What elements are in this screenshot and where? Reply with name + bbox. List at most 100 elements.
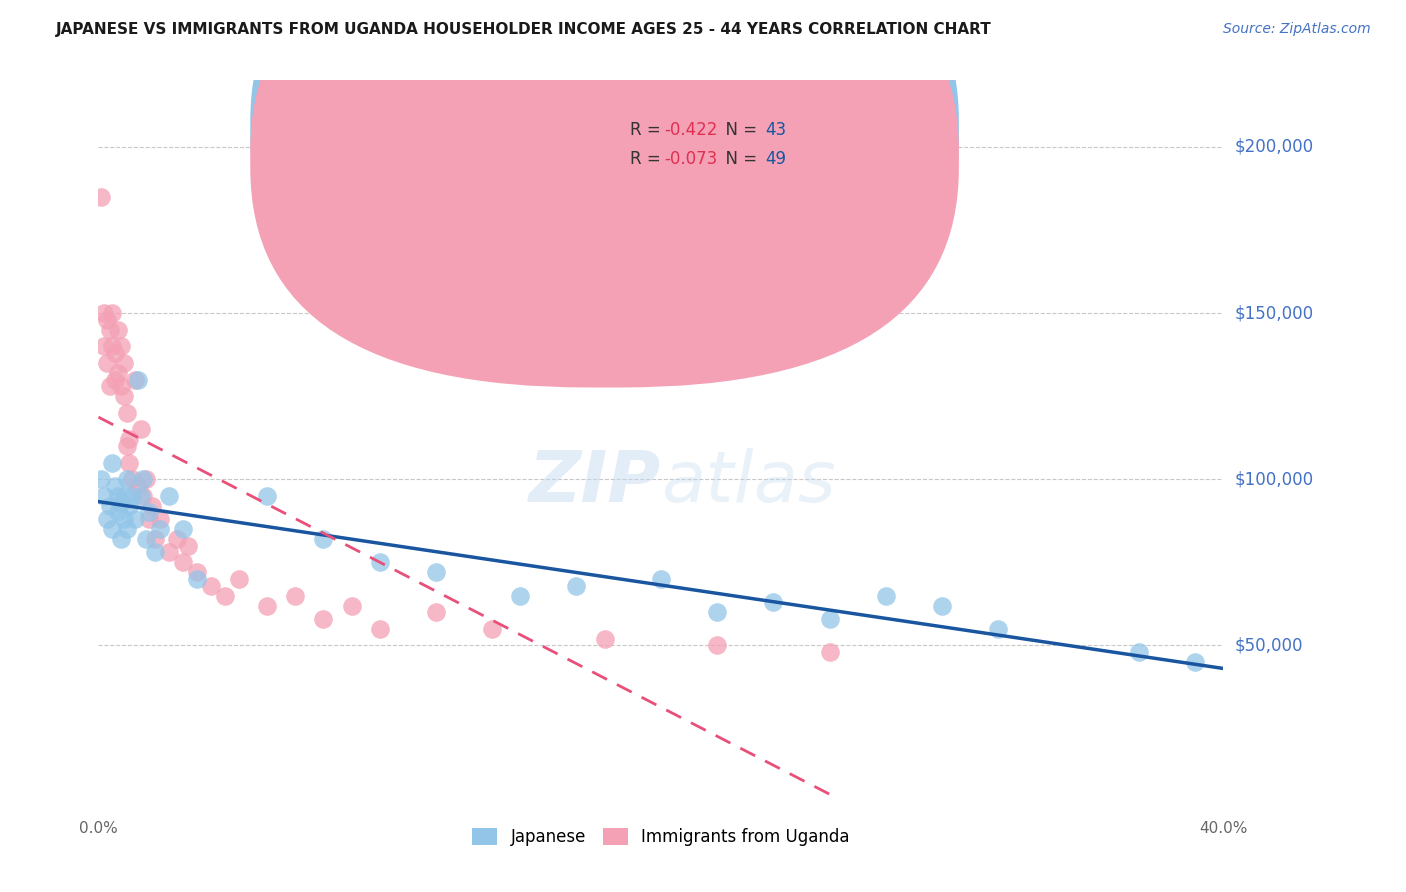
- Point: [124, 372, 146, 386]
- Point: [706, 605, 728, 619]
- Point: [96, 512, 118, 526]
- Point: [138, 512, 160, 526]
- Point: [110, 532, 132, 546]
- Point: [104, 479, 127, 493]
- Point: [98, 323, 121, 337]
- FancyBboxPatch shape: [250, 0, 959, 387]
- Point: [110, 379, 132, 393]
- Point: [931, 599, 953, 613]
- Point: [124, 512, 146, 526]
- Point: [135, 472, 157, 486]
- FancyBboxPatch shape: [560, 99, 830, 186]
- Point: [149, 522, 172, 536]
- Point: [121, 472, 143, 486]
- Point: [149, 512, 172, 526]
- Point: [107, 506, 129, 520]
- Point: [107, 366, 129, 380]
- Point: [256, 489, 278, 503]
- Point: [818, 612, 841, 626]
- Point: [107, 323, 129, 337]
- Text: $200,000: $200,000: [1234, 137, 1313, 156]
- Point: [143, 545, 166, 559]
- Text: Source: ZipAtlas.com: Source: ZipAtlas.com: [1223, 22, 1371, 37]
- Text: -0.073: -0.073: [664, 150, 717, 169]
- Point: [96, 312, 118, 326]
- Text: JAPANESE VS IMMIGRANTS FROM UGANDA HOUSEHOLDER INCOME AGES 25 - 44 YEARS CORRELA: JAPANESE VS IMMIGRANTS FROM UGANDA HOUSE…: [56, 22, 993, 37]
- Point: [129, 489, 152, 503]
- Point: [143, 532, 166, 546]
- Point: [121, 489, 143, 503]
- Point: [1128, 645, 1150, 659]
- Point: [818, 645, 841, 659]
- Text: $50,000: $50,000: [1234, 637, 1303, 655]
- Point: [166, 532, 188, 546]
- Point: [101, 456, 124, 470]
- Legend: Japanese, Immigrants from Uganda: Japanese, Immigrants from Uganda: [464, 820, 858, 855]
- Point: [118, 433, 141, 447]
- Point: [565, 579, 588, 593]
- Point: [987, 622, 1010, 636]
- Point: [112, 389, 135, 403]
- Point: [593, 632, 616, 646]
- Point: [312, 612, 335, 626]
- Text: 43: 43: [765, 121, 786, 139]
- Point: [186, 572, 208, 586]
- Point: [228, 572, 250, 586]
- Point: [368, 622, 391, 636]
- Point: [127, 479, 149, 493]
- Point: [98, 379, 121, 393]
- Point: [115, 472, 138, 486]
- Point: [115, 406, 138, 420]
- Point: [112, 356, 135, 370]
- Point: [214, 589, 236, 603]
- Point: [138, 506, 160, 520]
- Point: [1184, 655, 1206, 669]
- Point: [90, 189, 112, 203]
- Point: [93, 489, 115, 503]
- Point: [104, 372, 127, 386]
- Point: [115, 439, 138, 453]
- Text: ZIP: ZIP: [529, 448, 661, 517]
- Point: [93, 339, 115, 353]
- Point: [132, 472, 155, 486]
- Point: [118, 456, 141, 470]
- Point: [129, 422, 152, 436]
- Point: [90, 472, 112, 486]
- Point: [340, 599, 363, 613]
- Text: R =: R =: [630, 121, 666, 139]
- Point: [141, 499, 163, 513]
- FancyBboxPatch shape: [250, 0, 959, 359]
- Point: [98, 499, 121, 513]
- Point: [284, 589, 307, 603]
- Point: [93, 306, 115, 320]
- Point: [762, 595, 785, 609]
- Point: [509, 589, 531, 603]
- Point: [101, 522, 124, 536]
- Point: [115, 522, 138, 536]
- Point: [112, 489, 135, 503]
- Text: N =: N =: [714, 121, 762, 139]
- Point: [135, 532, 157, 546]
- Point: [650, 572, 672, 586]
- Point: [186, 566, 208, 580]
- Point: [96, 356, 118, 370]
- Text: -0.422: -0.422: [664, 121, 717, 139]
- Point: [110, 495, 132, 509]
- Point: [481, 622, 503, 636]
- Point: [118, 499, 141, 513]
- Point: [107, 489, 129, 503]
- Point: [112, 512, 135, 526]
- Text: N =: N =: [714, 150, 762, 169]
- Point: [127, 372, 149, 386]
- Text: $100,000: $100,000: [1234, 470, 1313, 488]
- Point: [104, 346, 127, 360]
- Point: [177, 539, 200, 553]
- Point: [368, 555, 391, 569]
- Point: [172, 555, 194, 569]
- Point: [875, 589, 897, 603]
- Point: [706, 639, 728, 653]
- Text: $150,000: $150,000: [1234, 304, 1313, 322]
- Point: [172, 522, 194, 536]
- Point: [132, 489, 155, 503]
- Point: [200, 579, 222, 593]
